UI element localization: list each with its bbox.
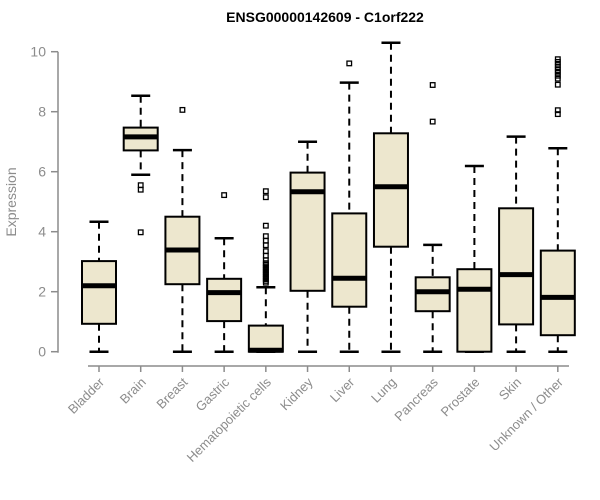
boxplot-brain [122,94,159,236]
box [331,212,368,308]
box [498,207,535,326]
outlier-point [137,186,144,193]
y-tick-label: 6 [38,164,46,180]
x-category-label-bladder: Bladder [65,374,108,417]
y-tick-label: 2 [38,284,46,300]
boxplot-lung [372,41,409,353]
x-category-label-pancreas: Pancreas [391,374,441,424]
box [414,276,451,313]
outlier-point [429,118,436,125]
boxplot-kidney [289,140,326,353]
outlier-point [262,279,269,286]
x-category-label-prostate: Prostate [438,375,483,420]
outlier-point [554,107,561,114]
x-category-label-liver: Liver [327,374,358,405]
y-tick-label: 0 [38,344,46,360]
box [206,277,243,323]
x-category-label-lung: Lung [368,375,399,406]
x-category-label-brain: Brain [117,375,149,407]
x-category-label-gastric: Gastric [193,374,233,414]
y-axis-label: Expression [3,167,19,236]
outlier-point [262,222,269,229]
outlier-point [554,69,561,76]
outlier-point [262,242,269,249]
x-category-label-unknown-other: Unknown / Other [486,374,566,454]
boxplot-pancreas [414,82,451,353]
outlier-point [429,82,436,88]
outlier-point [554,75,561,82]
box [539,249,576,337]
outlier-point [346,60,353,67]
outlier-point [179,106,186,113]
outlier-point [221,192,228,199]
x-category-label-skin: Skin [496,375,524,403]
y-tick-label: 8 [38,104,46,120]
box [81,260,117,325]
outlier-point [554,81,561,88]
boxplot-unknown-other [539,56,576,353]
boxplot-prostate [456,164,493,353]
outlier-point [137,229,144,236]
boxplot-liver [331,60,368,353]
x-category-label-kidney: Kidney [277,374,316,413]
x-category-label-breast: Breast [153,374,190,411]
outlier-point [554,72,561,79]
boxplot-hematopoietic-cells [247,188,284,353]
outlier-point [262,194,269,201]
boxplot-skin [498,135,535,353]
box [456,268,493,353]
boxplot-gastric [206,192,243,353]
chart-title: ENSG00000142609 - C1orf222 [226,9,424,25]
y-tick-label: 4 [38,224,46,240]
boxplot-bladder [81,220,117,353]
y-tick-label: 10 [30,44,46,60]
boxplot-breast [164,106,201,353]
outlier-point [262,188,269,195]
outlier-point [554,111,561,118]
box [372,132,409,248]
